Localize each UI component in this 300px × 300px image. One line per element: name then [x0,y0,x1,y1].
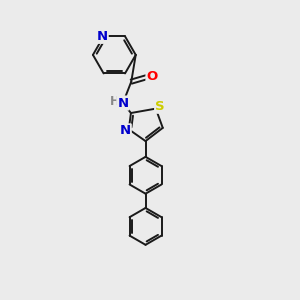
Text: O: O [146,70,158,83]
Text: H: H [110,95,120,108]
Text: N: N [117,97,128,110]
Text: N: N [97,30,108,43]
Text: N: N [120,124,131,137]
Text: S: S [155,100,165,113]
